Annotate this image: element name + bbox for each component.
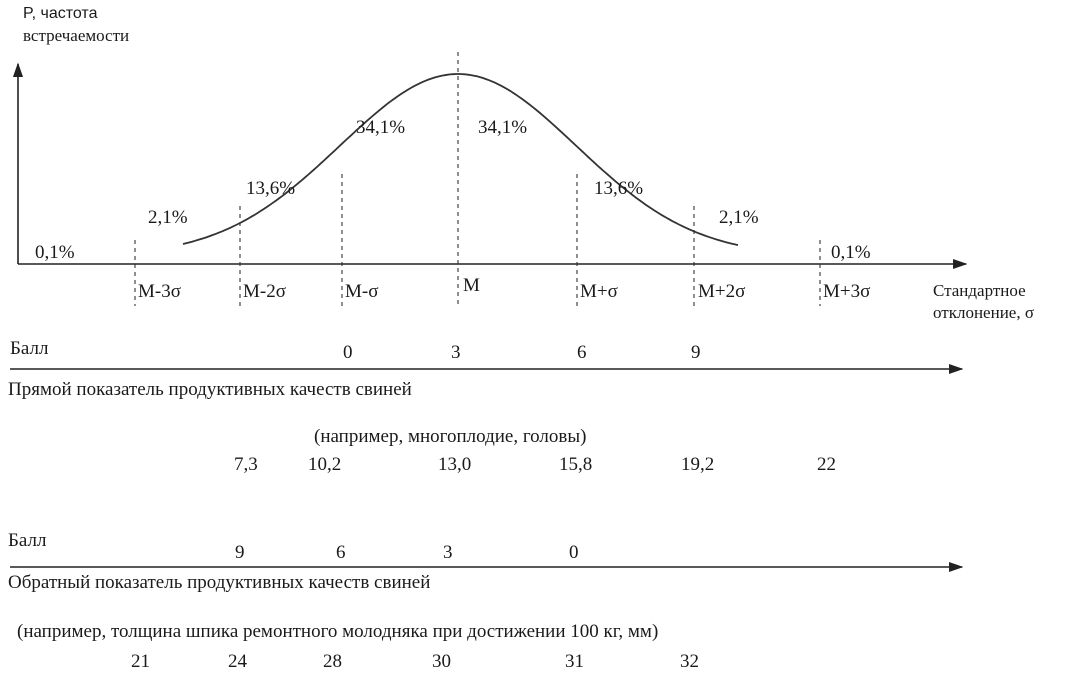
reverse-score: 9: [235, 542, 245, 563]
direct-value: 10,2: [308, 454, 342, 475]
reverse-score: 3: [443, 542, 453, 563]
x-axis-label-line2: отклонение, σ: [933, 303, 1034, 322]
percent-label: 13,6%: [594, 178, 644, 199]
direct-scale-example: (например, многоплодие, головы): [314, 426, 587, 447]
direct-value: 7,3: [234, 454, 258, 475]
sigma-dashed-lines: [134, 52, 821, 306]
percent-label: 0,1%: [35, 242, 75, 263]
reverse-value: 28: [323, 651, 342, 672]
percent-label: 13,6%: [246, 178, 296, 199]
direct-score: 6: [577, 342, 587, 363]
x-axis-label-line1: Стандартное: [933, 281, 1026, 300]
direct-scale-title: Прямой показатель продуктивных качеств с…: [8, 379, 412, 400]
direct-value: 13,0: [438, 454, 472, 475]
percent-label: 2,1%: [719, 207, 759, 228]
percent-label: 2,1%: [148, 207, 188, 228]
reverse-score: 6: [336, 542, 346, 563]
reverse-value: 31: [565, 651, 584, 672]
reverse-value: 24: [228, 651, 247, 672]
reverse-score-label: Балл: [8, 530, 47, 551]
reverse-value: 30: [432, 651, 451, 672]
direct-score-label: Балл: [10, 338, 49, 359]
sigma-label: M+σ: [580, 281, 618, 302]
direct-score: 9: [691, 342, 701, 363]
sigma-label: M+2σ: [698, 281, 746, 302]
direct-score: 3: [451, 342, 461, 363]
reverse-scale-example: (например, толщина шпика ремонтного моло…: [17, 621, 659, 642]
reverse-value: 21: [131, 651, 150, 672]
sigma-label: M-σ: [345, 281, 379, 302]
sigma-label: M: [463, 275, 480, 296]
sigma-label: M+3σ: [823, 281, 871, 302]
reverse-scale-title: Обратный показатель продуктивных качеств…: [8, 572, 431, 593]
sigma-label: M-2σ: [243, 281, 286, 302]
direct-value: 22: [817, 454, 836, 475]
direct-score: 0: [343, 342, 353, 363]
direct-value: 19,2: [681, 454, 715, 475]
reverse-value: 32: [680, 651, 699, 672]
percent-label: 34,1%: [356, 117, 406, 138]
percent-label: 0,1%: [831, 242, 871, 263]
percent-label: 34,1%: [478, 117, 528, 138]
bell-curve: [182, 73, 739, 246]
y-axis-label-line1: P, частота: [23, 5, 98, 22]
direct-value: 15,8: [559, 454, 593, 475]
sigma-label: M-3σ: [138, 281, 181, 302]
y-axis-label-line2: встречаемости: [23, 26, 130, 45]
reverse-score: 0: [569, 542, 579, 563]
